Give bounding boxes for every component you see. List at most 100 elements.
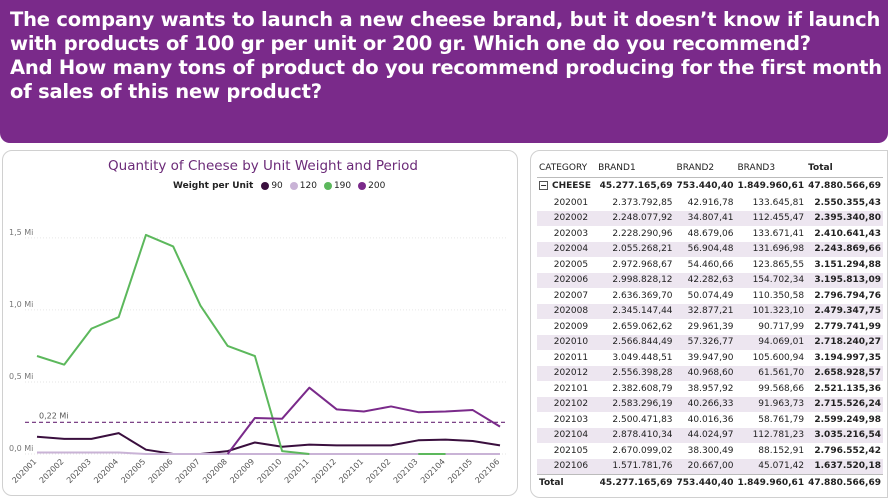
header-total[interactable]: Total (808, 162, 833, 173)
table-row: 202004 2.055.268,21 56.904,48 131.696,98 2.2… (537, 241, 883, 257)
brand1-cell: 2.998.828,12 (596, 272, 675, 288)
legend-title: Weight per Unit (173, 181, 254, 191)
x-tick-label: 202001 (10, 457, 38, 485)
group-label-cell[interactable]: − CHEESE (537, 176, 597, 195)
period-cell: 202010 (537, 334, 597, 350)
question-line-3: And How many tons of product do you reco… (10, 56, 882, 79)
table-row: 202012 2.556.398,28 40.968,60 61.561,70 2.65… (537, 365, 883, 381)
brand3-cell: 110.350,58 (735, 288, 807, 304)
collapse-icon[interactable]: − (539, 181, 548, 191)
period-cell: 202106 (537, 458, 597, 474)
period-cell: 202003 (537, 226, 597, 242)
total-cell: 2.521.135,36 (806, 381, 883, 397)
table-row: 202001 2.373.792,85 42.916,78 133.645,81 2.5… (537, 195, 883, 211)
line-chart-visual[interactable]: Quantity of Cheese by Unit Weight and Pe… (2, 150, 518, 496)
brand1-cell: 2.878.410,34 (596, 427, 675, 443)
table-row: 202105 2.670.099,02 38.300,49 88.152,91 2.79… (537, 443, 883, 459)
x-tick-label: 202004 (92, 457, 120, 485)
x-tick-label: 202105 (446, 457, 474, 485)
legend-label-120: 120 (299, 181, 317, 191)
brand3-cell: 123.865,55 (735, 257, 807, 273)
legend-dot-200 (358, 182, 367, 190)
brand3-cell: 91.963,73 (735, 396, 807, 412)
period-cell: 202011 (537, 350, 597, 366)
chart-title: Quantity of Cheese by Unit Weight and Pe… (108, 158, 418, 174)
total-cell: 2.658.928,57 (806, 365, 883, 381)
brand1-cell: 2.556.398,28 (596, 365, 675, 381)
brand3-cell: 61.561,70 (735, 365, 807, 381)
header-category[interactable]: CATEGORY (539, 162, 588, 173)
period-cell: 202004 (537, 241, 597, 257)
matrix-visual[interactable]: CATEGORY BRAND1 BRAND2 BRAND3 Total − CHE… (530, 150, 888, 498)
brand2-cell: 56.904,48 (674, 241, 736, 257)
total-cell: 3.194.997,35 (806, 350, 883, 366)
brand3-cell: 133.671,41 (735, 226, 807, 242)
total-cell: 2.395.340,80 (806, 210, 883, 226)
total-cell: 2.410.641,43 (806, 226, 883, 242)
period-cell: 202006 (537, 272, 597, 288)
brand3-cell: 90.717,99 (735, 319, 807, 335)
brand2-cell: 40.016,36 (674, 412, 736, 428)
header-brand2[interactable]: BRAND2 (676, 162, 715, 173)
total-brand3: 1.849.960,61 (735, 473, 807, 491)
question-banner: The company wants to launch a new cheese… (0, 0, 888, 143)
total-cell: 2.718.240,27 (806, 334, 883, 350)
brand3-cell: 99.568,66 (735, 381, 807, 397)
total-cell: 2.243.869,66 (806, 241, 883, 257)
header-brand3[interactable]: BRAND3 (737, 162, 776, 173)
x-tick-label: 202005 (119, 457, 147, 485)
brand1-cell: 1.571.781,76 (596, 458, 675, 474)
brand1-cell: 2.636.369,70 (596, 288, 675, 304)
total-cell: 2.796.794,76 (806, 288, 883, 304)
x-tick-label: 202009 (228, 457, 256, 485)
legend-label-200: 200 (368, 181, 386, 191)
total-cell: 3.151.294,88 (806, 257, 883, 273)
brand2-cell: 29.961,39 (674, 319, 736, 335)
period-cell: 202008 (537, 303, 597, 319)
x-tick-label: 202101 (337, 457, 365, 485)
group-brand1: 45.277.165,69 (596, 176, 675, 195)
group-label: CHEESE (552, 181, 592, 192)
total-cell: 2.599.249,98 (806, 412, 883, 428)
series-line-90 (36, 432, 501, 455)
period-cell: 202104 (537, 427, 597, 443)
brand2-cell: 54.460,66 (674, 257, 736, 273)
brand2-cell: 57.326,77 (674, 334, 736, 350)
grand-total: 47.880.566,69 (806, 473, 883, 491)
x-tick-label: 202012 (310, 457, 338, 485)
brand1-cell: 2.228.290,96 (596, 226, 675, 242)
legend-label-90: 90 (271, 181, 283, 191)
question-line-1: The company wants to launch a new cheese… (10, 8, 888, 31)
brand2-cell: 40.266,33 (674, 396, 736, 412)
brand2-cell: 20.667,00 (674, 458, 736, 474)
series-line-200 (226, 386, 501, 455)
legend-item-120[interactable]: 120 (289, 181, 317, 191)
brand1-cell: 2.055.268,21 (596, 241, 675, 257)
brand1-cell: 2.566.844,49 (596, 334, 675, 350)
brand3-cell: 101.323,10 (735, 303, 807, 319)
brand2-cell: 50.074,49 (674, 288, 736, 304)
table-row: 202103 2.500.471,83 40.016,36 58.761,79 2.59… (537, 412, 883, 428)
table-row: 202007 2.636.369,70 50.074,49 110.350,58 2.7… (537, 288, 883, 304)
brand2-cell: 44.024,97 (674, 427, 736, 443)
legend-item-200[interactable]: 200 (358, 181, 385, 191)
brand1-cell: 2.373.792,85 (596, 195, 675, 211)
matrix-body: − CHEESE 45.277.165,69 753.440,40 1.849.9… (537, 176, 883, 491)
brand3-cell: 112.781,23 (735, 427, 807, 443)
brand1-cell: 2.382.608,79 (596, 381, 675, 397)
header-brand1[interactable]: BRAND1 (598, 162, 636, 173)
total-brand2: 753.440,40 (674, 473, 736, 491)
x-tick-label: 202103 (392, 457, 420, 485)
brand2-cell: 42.282,63 (674, 272, 736, 288)
legend-item-90[interactable]: 90 (261, 181, 283, 191)
brand3-cell: 105.600,94 (735, 350, 807, 366)
brand2-cell: 32.877,21 (674, 303, 736, 319)
y-tick-label: 1,0 Mi (9, 300, 33, 309)
total-label: Total (537, 473, 597, 491)
legend-item-190[interactable]: 190 (323, 181, 351, 191)
period-cell: 202001 (537, 195, 597, 211)
period-cell: 202105 (537, 443, 597, 459)
brand3-cell: 154.702,34 (735, 272, 807, 288)
table-row: 202104 2.878.410,34 44.024,97 112.781,23 3.0… (537, 427, 883, 443)
